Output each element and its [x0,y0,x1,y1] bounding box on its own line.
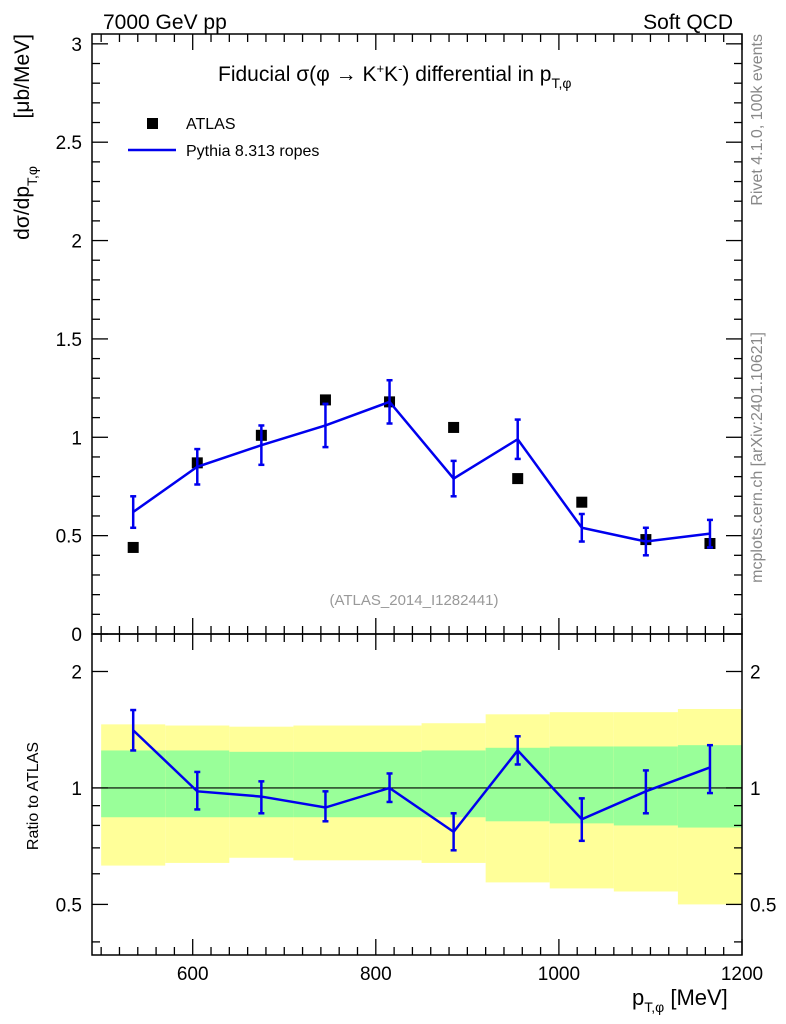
y-tick-label: 2 [71,232,82,253]
ratio-y-tick-label: 1 [71,779,82,800]
y-tick-label: 0 [71,625,82,646]
process-label: Soft QCD [643,11,733,34]
y-tick-label: 1.5 [56,330,82,351]
y-tick-label: 3 [71,35,82,56]
ratio-y-tick-label-right: 0.5 [750,895,776,916]
atlas-data-point [512,473,524,485]
atlas-data-point [448,421,460,433]
y-axis-label: [μb/MeV] [11,34,34,118]
ratio-plot-frame [91,633,743,956]
y-tick-label: 2.5 [56,133,82,154]
x-tick-label: 1000 [538,964,580,985]
x-tick-label: 1200 [721,964,763,985]
ratio-y-tick-label-right: 2 [750,662,761,683]
rivet-version-label: Rivet 4.1.0, 100k events [749,34,766,206]
pythia-line [132,400,711,543]
atlas-data-point [127,541,139,553]
y-tick-label: 1 [71,428,82,449]
analysis-id-watermark: (ATLAS_2014_I1282441) [329,592,498,609]
ratio-axis-label: Ratio to ATLAS [25,742,42,850]
x-axis-label: pT,φ [MeV] [632,985,728,1015]
legend-atlas-label: ATLAS [186,116,236,133]
atlas-data-point [576,496,588,508]
x-tick-label: 600 [177,964,209,985]
beam-energy-label: 7000 GeV pp [103,11,227,34]
ratio-band-inner [101,750,166,818]
chart-title: Fiducial σ(φ → K+K-) differential in pT,… [218,61,571,91]
ratio-y-tick-label: 2 [71,662,82,683]
x-tick-label: 800 [360,964,392,985]
legend-atlas-marker [147,118,158,129]
ratio-line [132,729,711,834]
mcplots-label: mcplots.cern.ch [arXiv:2401.10621] [749,332,766,583]
y-axis-label-sub: dσ/dpT,φ [11,166,40,240]
ratio-y-tick-label-right: 1 [750,779,761,800]
atlas-data-point [319,394,331,406]
ratio-band-inner [421,750,486,818]
legend-pythia-label: Pythia 8.313 ropes [186,143,319,160]
y-tick-label: 0.5 [56,527,82,548]
ratio-y-tick-label: 0.5 [56,895,82,916]
